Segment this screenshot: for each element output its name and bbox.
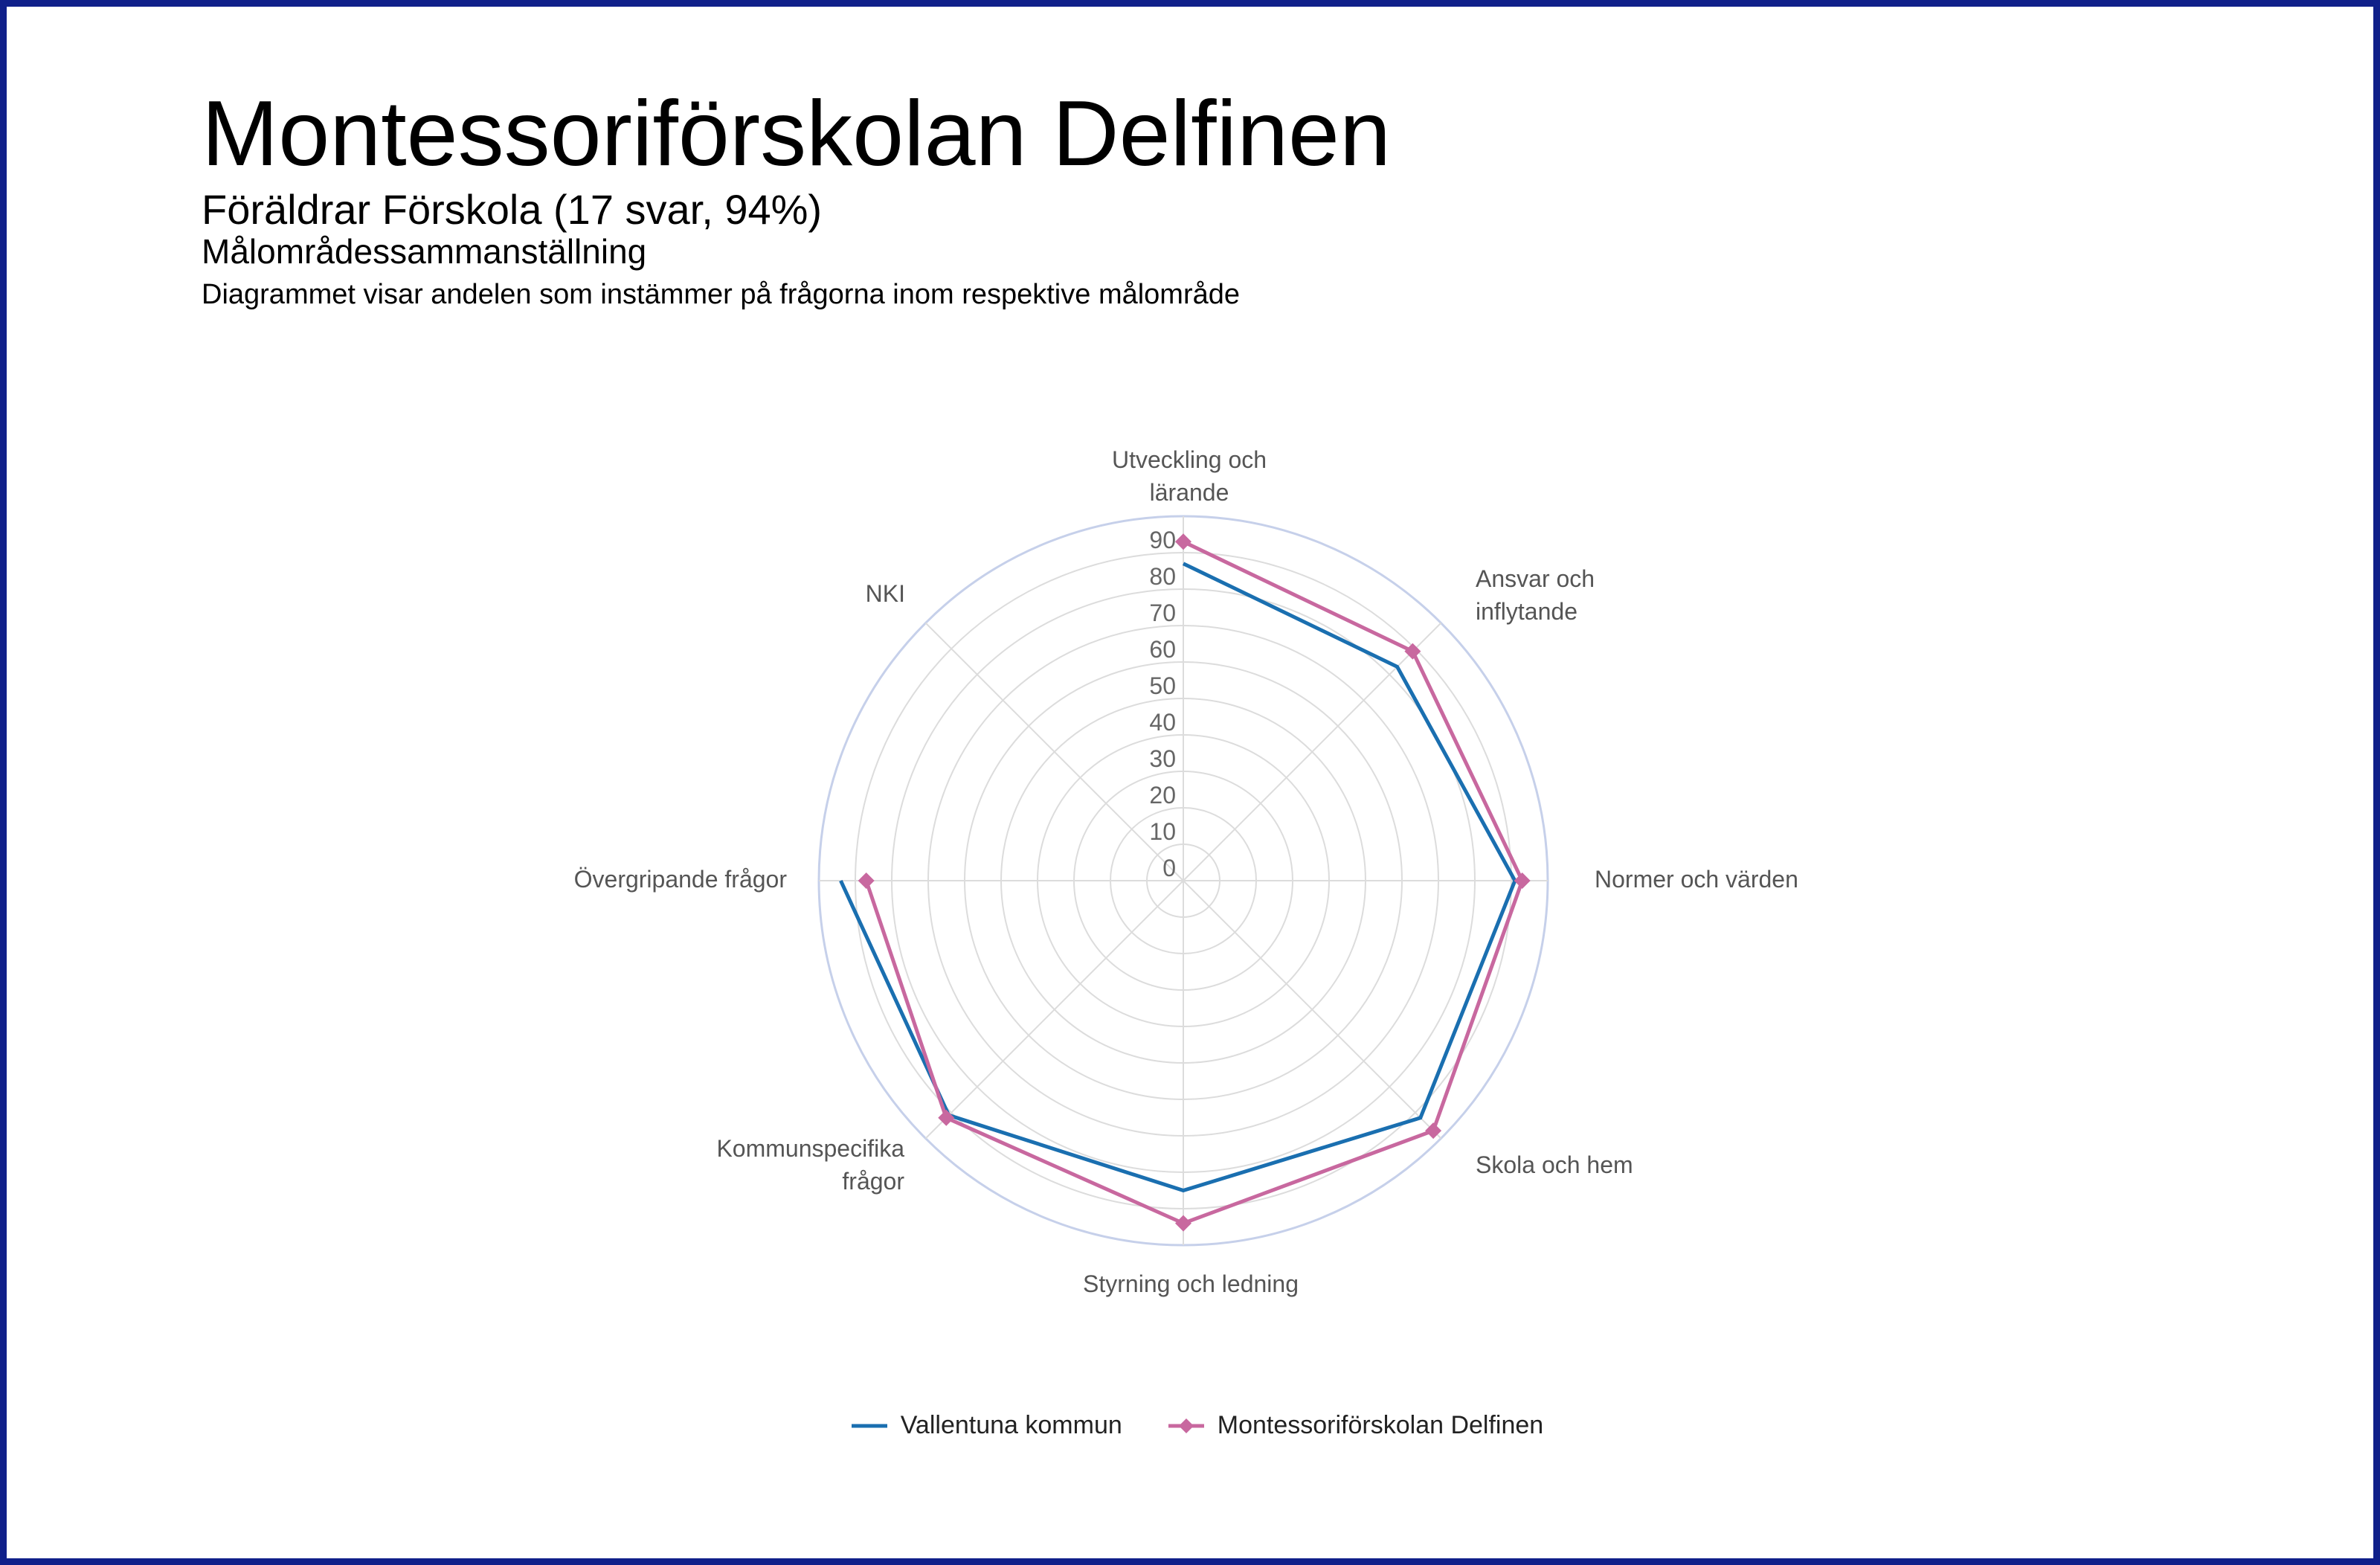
series-2-point <box>938 1109 955 1126</box>
axis-label-line: NKI <box>866 580 905 607</box>
axis-label-line: Övergripande frågor <box>574 866 788 893</box>
axis-labels: Utveckling och lärande Ansvar och inflytand… <box>574 446 1798 1297</box>
axis-label-line: inflytande <box>1476 598 1577 625</box>
radar-grid <box>817 515 1549 1247</box>
chart-legend: Vallentuna kommun Montessoriförskolan Del… <box>7 1411 2380 1440</box>
radar-chart: 0 10 20 30 40 50 60 70 80 90 Utveckling och lärand… <box>574 446 1798 1297</box>
radial-tick-labels: 0 10 20 30 40 50 60 70 80 90 <box>1149 527 1176 881</box>
axis-label-line: Styrning och ledning <box>1083 1270 1299 1297</box>
series-2-point <box>1175 1215 1191 1232</box>
legend-marker <box>1178 1418 1194 1433</box>
series-2-point <box>858 873 875 889</box>
axis-label: NKI <box>866 580 905 607</box>
axis-label-line: Normer och värden <box>1595 866 1798 893</box>
axis-label: Normer och värden <box>1595 866 1798 893</box>
radial-tick-label: 10 <box>1149 818 1176 845</box>
section-heading: Målområdessammanställning <box>202 232 647 271</box>
radial-tick-label: 80 <box>1149 563 1176 590</box>
axis-label-line: lärande <box>1150 479 1229 506</box>
radial-tick-label: 0 <box>1162 855 1176 881</box>
axis-label: Ansvar och inflytande <box>1476 565 1595 625</box>
radial-tick-label: 40 <box>1149 709 1176 736</box>
legend-item: Vallentuna kommun <box>850 1411 1122 1440</box>
series-layer <box>839 533 1531 1232</box>
legend-item: Montessoriförskolan Delfinen <box>1167 1411 1543 1440</box>
series-2-point <box>1425 1122 1442 1140</box>
legend-swatch <box>851 1424 887 1427</box>
axis-spoke <box>924 880 1184 1140</box>
axis-spoke <box>1183 880 1442 1140</box>
axis-label-line: Ansvar och <box>1476 565 1595 592</box>
page-title: Montessoriförskolan Delfinen <box>202 83 1391 185</box>
axis-label-line: Utveckling och <box>1112 446 1267 473</box>
axis-label: Utveckling och lärande <box>1112 446 1267 506</box>
axis-spoke <box>1183 622 1442 881</box>
legend-label: Montessoriförskolan Delfinen <box>1217 1411 1544 1439</box>
radial-tick-label: 30 <box>1149 745 1176 772</box>
legend-label: Vallentuna kommun <box>900 1411 1122 1439</box>
axis-label-line: frågor <box>842 1168 904 1195</box>
series-2-point <box>1175 533 1191 550</box>
series-2-point <box>1514 873 1531 889</box>
axis-label-line: Kommunspecifika <box>716 1135 904 1162</box>
page-subtitle: Föräldrar Förskola (17 svar, 94%) <box>202 186 823 233</box>
radial-tick-label: 50 <box>1149 672 1176 699</box>
chart-description: Diagrammet visar andelen som instämmer p… <box>202 279 1241 310</box>
radial-tick-label: 20 <box>1149 782 1176 809</box>
series-2-point <box>1404 643 1421 660</box>
axis-label: Övergripande frågor <box>574 866 788 893</box>
radial-tick-label: 60 <box>1149 636 1176 663</box>
radial-tick-label: 90 <box>1149 527 1176 553</box>
radial-tick-label: 70 <box>1149 600 1176 626</box>
axis-label-line: Skola och hem <box>1476 1151 1633 1178</box>
axis-label: Styrning och ledning <box>1083 1270 1299 1297</box>
axis-label: Kommunspecifika frågor <box>716 1135 904 1195</box>
axis-label: Skola och hem <box>1476 1151 1633 1178</box>
legend-swatch <box>1168 1418 1204 1433</box>
axis-spoke <box>924 622 1184 881</box>
